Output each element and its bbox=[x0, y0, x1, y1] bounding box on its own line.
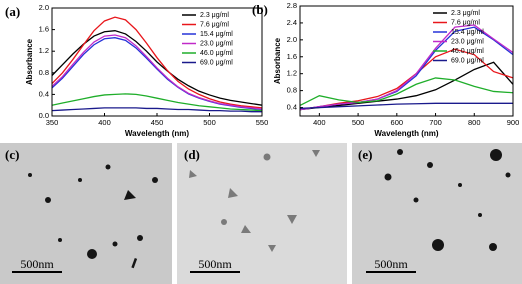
legend-label: 46.0 μg/ml bbox=[451, 48, 484, 55]
x-tick-label: 500 bbox=[203, 118, 216, 127]
x-tick-label: 350 bbox=[46, 118, 59, 127]
scale-bar-label: 500nm bbox=[374, 257, 408, 271]
x-tick-label: 550 bbox=[256, 118, 269, 127]
y-tick-label: 2.0 bbox=[39, 3, 49, 12]
y-axis-label: Absorbance bbox=[25, 38, 34, 85]
y-tick-label: 1.2 bbox=[39, 46, 49, 55]
data-line bbox=[51, 93, 263, 112]
y-tick-label: 2.8 bbox=[287, 1, 297, 10]
x-tick-label: 400 bbox=[98, 118, 111, 127]
y-tick-label: 0.8 bbox=[39, 68, 49, 77]
legend-label: 7.6 μg/ml bbox=[200, 21, 229, 28]
x-axis-label: Wavelength (nm) bbox=[125, 129, 189, 138]
y-tick-label: 1.6 bbox=[287, 52, 297, 61]
data-line bbox=[299, 48, 514, 111]
y-tick-label: 0.4 bbox=[287, 103, 297, 112]
y-axis-label: Absorbance bbox=[273, 37, 282, 84]
panel-label: (b) bbox=[252, 2, 268, 17]
panel-label: (a) bbox=[5, 4, 20, 19]
legend-label: 69.0 μg/ml bbox=[451, 57, 484, 64]
data-line bbox=[299, 61, 514, 111]
data-line bbox=[51, 30, 263, 106]
y-tick-label: 1.2 bbox=[287, 69, 297, 78]
legend-label: 23.0 μg/ml bbox=[200, 40, 233, 47]
data-line bbox=[51, 16, 263, 109]
data-line bbox=[299, 77, 514, 107]
x-axis-label: Wavelength (nm) bbox=[374, 129, 438, 138]
tem-image-e: (e) 500nm bbox=[352, 143, 522, 284]
panel-label: (c) bbox=[5, 147, 19, 162]
x-tick-label: 600 bbox=[391, 118, 404, 127]
scale-bar-label: 500nm bbox=[198, 257, 232, 271]
y-tick-label: 1.6 bbox=[39, 25, 49, 34]
x-tick-label: 700 bbox=[429, 118, 442, 127]
panel-label: (d) bbox=[184, 147, 200, 162]
legend-label: 69.0 μg/ml bbox=[200, 59, 233, 66]
scale-bar-label: 500nm bbox=[20, 257, 54, 271]
x-tick-label: 500 bbox=[352, 118, 365, 127]
plot-frame bbox=[299, 5, 514, 117]
tem-image-c: (c) 500nm bbox=[0, 143, 172, 284]
y-tick-label: 0.8 bbox=[287, 86, 297, 95]
data-line bbox=[299, 24, 514, 111]
panel-label: (e) bbox=[358, 147, 372, 162]
x-tick-label: 900 bbox=[507, 118, 520, 127]
data-line bbox=[51, 107, 262, 113]
legend-label: 2.3 μg/ml bbox=[200, 12, 229, 19]
legend-label: 2.3 μg/ml bbox=[451, 10, 480, 17]
tem-image-d: (d) 500nm bbox=[177, 143, 347, 284]
data-line bbox=[51, 34, 263, 110]
legend-label: 23.0 μg/ml bbox=[451, 38, 484, 45]
x-tick-label: 800 bbox=[468, 118, 481, 127]
legend-label: 15.4 μg/ml bbox=[200, 31, 233, 38]
legend-label: 46.0 μg/ml bbox=[200, 50, 233, 57]
legend-label: 15.4 μg/ml bbox=[451, 29, 484, 36]
x-tick-label: 400 bbox=[313, 118, 326, 127]
data-line bbox=[299, 102, 513, 110]
legend-label: 7.6 μg/ml bbox=[451, 19, 480, 26]
y-tick-label: 2.0 bbox=[287, 35, 297, 44]
y-tick-label: 0.0 bbox=[39, 111, 49, 120]
y-tick-label: 0.4 bbox=[39, 89, 49, 98]
plot-frame bbox=[51, 7, 263, 117]
x-tick-label: 450 bbox=[151, 118, 164, 127]
y-tick-label: 2.4 bbox=[287, 18, 297, 27]
